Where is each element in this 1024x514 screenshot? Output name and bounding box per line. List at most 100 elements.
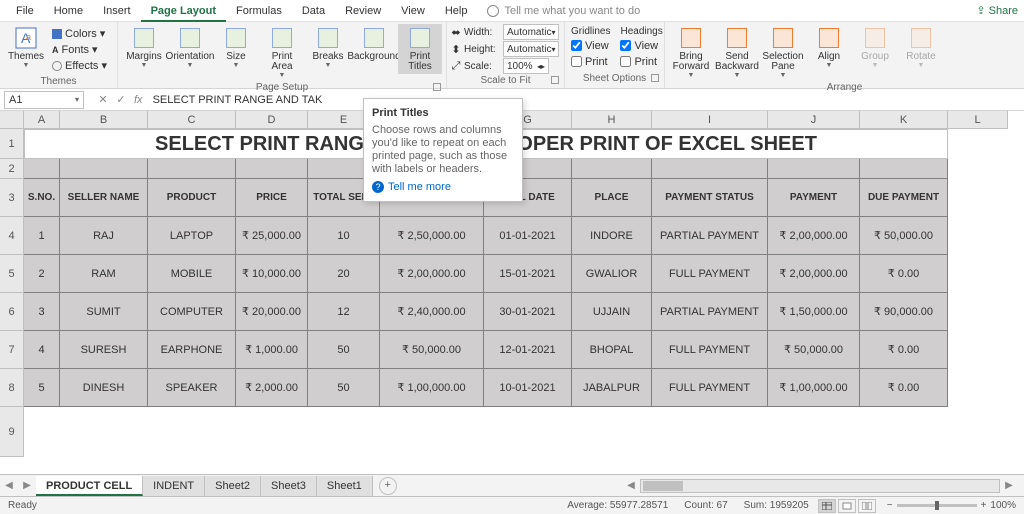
tab-review[interactable]: Review bbox=[335, 0, 391, 22]
print-area-button[interactable]: PrintArea▼ bbox=[260, 24, 304, 81]
tab-view[interactable]: View bbox=[391, 0, 435, 22]
data-cell[interactable]: ₹ 2,00,000.00 bbox=[380, 255, 484, 293]
formula-bar[interactable]: SELECT PRINT RANGE AND TAK bbox=[147, 94, 1024, 106]
data-cell[interactable]: EARPHONE bbox=[148, 331, 236, 369]
sheet-tab[interactable]: Sheet2 bbox=[205, 476, 261, 496]
tell-me-more-link[interactable]: ?Tell me more bbox=[372, 181, 514, 193]
horizontal-scrollbar[interactable]: ◀▶ bbox=[397, 479, 1024, 493]
data-cell[interactable]: 10-01-2021 bbox=[484, 369, 572, 407]
data-cell[interactable]: ₹ 2,40,000.00 bbox=[380, 293, 484, 331]
name-box[interactable]: A1▾ bbox=[4, 91, 84, 109]
normal-view-button[interactable] bbox=[818, 499, 836, 513]
tab-insert[interactable]: Insert bbox=[93, 0, 141, 22]
data-cell[interactable]: ₹ 1,00,000.00 bbox=[768, 369, 860, 407]
row-header[interactable]: 2 bbox=[0, 159, 24, 179]
data-cell[interactable]: ₹ 50,000.00 bbox=[380, 331, 484, 369]
size-button[interactable]: Size▼ bbox=[214, 24, 258, 71]
data-cell[interactable]: 2 bbox=[24, 255, 60, 293]
row-header[interactable]: 5 bbox=[0, 255, 24, 293]
row-header[interactable]: 1 bbox=[0, 129, 24, 159]
bring-forward-button[interactable]: BringForward▼ bbox=[669, 24, 713, 81]
data-cell[interactable]: 20 bbox=[308, 255, 380, 293]
header-cell[interactable]: DUE PAYMENT bbox=[860, 179, 948, 217]
breaks-button[interactable]: Breaks▼ bbox=[306, 24, 350, 71]
gridlines-print-check[interactable]: Print bbox=[571, 54, 610, 69]
data-cell[interactable]: 50 bbox=[308, 369, 380, 407]
tell-me-input[interactable]: Tell me what you want to do bbox=[487, 5, 640, 17]
sheet-tab[interactable]: INDENT bbox=[143, 476, 205, 496]
orientation-button[interactable]: Orientation▼ bbox=[168, 24, 212, 71]
row-header[interactable]: 7 bbox=[0, 331, 24, 369]
tab-nav-next[interactable]: ▶ bbox=[18, 480, 36, 491]
data-cell[interactable]: 5 bbox=[24, 369, 60, 407]
pagebreak-view-button[interactable] bbox=[858, 499, 876, 513]
header-cell[interactable]: PAYMENT bbox=[768, 179, 860, 217]
header-cell[interactable]: PRODUCT bbox=[148, 179, 236, 217]
data-cell[interactable]: LAPTOP bbox=[148, 217, 236, 255]
header-cell[interactable]: PAYMENT STATUS bbox=[652, 179, 768, 217]
data-cell[interactable]: SURESH bbox=[60, 331, 148, 369]
data-cell[interactable]: SUMIT bbox=[60, 293, 148, 331]
data-cell[interactable]: ₹ 20,000.00 bbox=[236, 293, 308, 331]
print-titles-button[interactable]: PrintTitles bbox=[398, 24, 442, 74]
data-cell[interactable]: FULL PAYMENT bbox=[652, 369, 768, 407]
data-cell[interactable]: PARTIAL PAYMENT bbox=[652, 217, 768, 255]
data-cell[interactable]: SPEAKER bbox=[148, 369, 236, 407]
col-header[interactable]: D bbox=[236, 111, 308, 129]
fonts-button[interactable]: AFonts▾ bbox=[52, 42, 107, 57]
themes-button[interactable]: Aa Themes ▼ bbox=[4, 24, 48, 71]
sheet-tab[interactable]: Sheet1 bbox=[317, 476, 373, 496]
tab-home[interactable]: Home bbox=[44, 0, 93, 22]
zoom-slider[interactable] bbox=[897, 504, 977, 507]
data-cell[interactable]: FULL PAYMENT bbox=[652, 255, 768, 293]
data-cell[interactable]: ₹ 90,000.00 bbox=[860, 293, 948, 331]
data-cell[interactable]: DINESH bbox=[60, 369, 148, 407]
gridlines-view-check[interactable]: View bbox=[571, 38, 610, 53]
data-cell[interactable]: BHOPAL bbox=[572, 331, 652, 369]
data-cell[interactable]: ₹ 25,000.00 bbox=[236, 217, 308, 255]
data-cell[interactable]: 12-01-2021 bbox=[484, 331, 572, 369]
data-cell[interactable]: COMPUTER bbox=[148, 293, 236, 331]
data-cell[interactable]: MOBILE bbox=[148, 255, 236, 293]
data-cell[interactable]: RAJ bbox=[60, 217, 148, 255]
data-cell[interactable]: 1 bbox=[24, 217, 60, 255]
data-cell[interactable]: 4 bbox=[24, 331, 60, 369]
data-cell[interactable]: FULL PAYMENT bbox=[652, 331, 768, 369]
effects-button[interactable]: Effects▾ bbox=[52, 58, 107, 73]
data-cell[interactable]: 01-01-2021 bbox=[484, 217, 572, 255]
row-headers[interactable]: 123456789 bbox=[0, 129, 24, 457]
background-button[interactable]: Background bbox=[352, 24, 396, 64]
data-cell[interactable]: ₹ 0.00 bbox=[860, 255, 948, 293]
data-cell[interactable]: 3 bbox=[24, 293, 60, 331]
data-cell[interactable]: ₹ 2,00,000.00 bbox=[768, 217, 860, 255]
tab-help[interactable]: Help bbox=[435, 0, 478, 22]
col-header[interactable]: H bbox=[572, 111, 652, 129]
data-cell[interactable]: ₹ 10,000.00 bbox=[236, 255, 308, 293]
data-cell[interactable]: 50 bbox=[308, 331, 380, 369]
sheet-tab[interactable]: Sheet3 bbox=[261, 476, 317, 496]
add-sheet-button[interactable]: + bbox=[379, 477, 397, 495]
row-header[interactable]: 3 bbox=[0, 179, 24, 217]
data-cell[interactable]: ₹ 50,000.00 bbox=[860, 217, 948, 255]
tab-page-layout[interactable]: Page Layout bbox=[141, 0, 226, 22]
header-cell[interactable]: S.NO. bbox=[24, 179, 60, 217]
cancel-icon[interactable]: ✕ bbox=[94, 93, 112, 106]
col-header[interactable]: B bbox=[60, 111, 148, 129]
rotate-button[interactable]: Rotate▼ bbox=[899, 24, 943, 71]
data-cell[interactable]: ₹ 1,00,000.00 bbox=[380, 369, 484, 407]
data-cell[interactable]: ₹ 50,000.00 bbox=[768, 331, 860, 369]
col-header[interactable]: K bbox=[860, 111, 948, 129]
col-header[interactable]: C bbox=[148, 111, 236, 129]
row-header[interactable]: 9 bbox=[0, 407, 24, 457]
headings-print-check[interactable]: Print bbox=[620, 54, 662, 69]
data-cell[interactable]: RAM bbox=[60, 255, 148, 293]
data-cell[interactable]: 30-01-2021 bbox=[484, 293, 572, 331]
data-cell[interactable]: ₹ 2,50,000.00 bbox=[380, 217, 484, 255]
col-header[interactable]: I bbox=[652, 111, 768, 129]
data-cell[interactable]: ₹ 2,00,000.00 bbox=[768, 255, 860, 293]
selection-pane-button[interactable]: SelectionPane▼ bbox=[761, 24, 805, 81]
tab-data[interactable]: Data bbox=[292, 0, 335, 22]
col-header[interactable]: L bbox=[948, 111, 1008, 129]
zoom-out-button[interactable]: − bbox=[887, 500, 893, 511]
data-cell[interactable]: GWALIOR bbox=[572, 255, 652, 293]
